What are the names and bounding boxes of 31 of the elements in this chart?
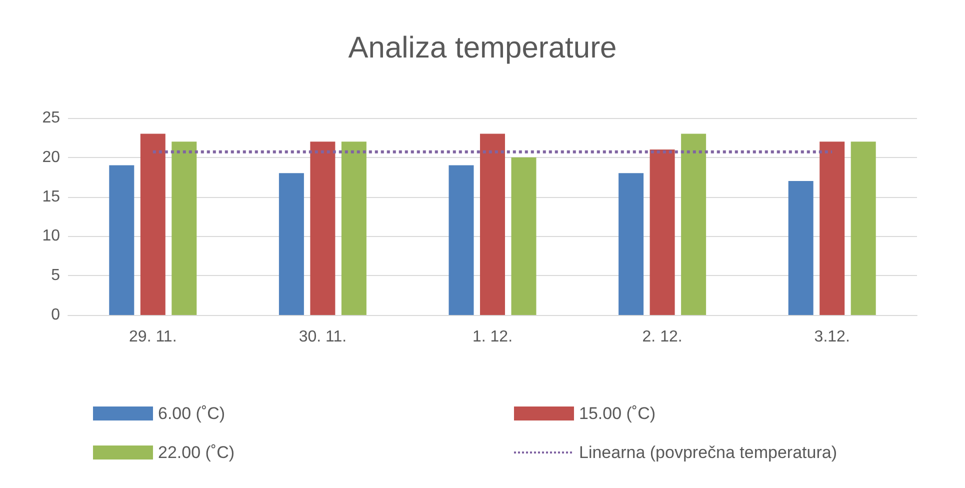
y-tick-label: 0 <box>51 306 60 324</box>
y-tick-label: 10 <box>42 228 60 245</box>
bar <box>140 134 166 315</box>
bar <box>850 142 876 315</box>
y-tick-label: 25 <box>42 110 60 126</box>
x-tick-label: 30. 11. <box>298 328 347 346</box>
bar <box>618 173 644 315</box>
bar <box>278 173 304 315</box>
y-tick-label: 20 <box>42 148 60 166</box>
bar <box>511 157 536 315</box>
legend-label: 15.00 (˚C) <box>579 404 656 423</box>
legend-label: 22.00 (˚C) <box>158 443 235 462</box>
bar <box>448 165 474 315</box>
bar <box>820 142 845 315</box>
chart-title: Analiza temperature <box>348 32 617 64</box>
legend-label: Linearna (povprečna temperatura) <box>579 443 837 462</box>
legend-label: 6.00 (˚C) <box>158 404 226 423</box>
y-tick-label: 5 <box>51 267 60 284</box>
bar <box>109 165 134 315</box>
x-tick-label: 29. 11. <box>129 328 177 346</box>
bar <box>341 142 366 315</box>
bar <box>172 142 197 315</box>
x-tick-label: 1. 12. <box>472 328 513 346</box>
bar <box>681 134 706 315</box>
x-tick-label: 2. 12. <box>642 328 682 346</box>
bar <box>480 134 505 315</box>
x-tick-label: 3.12. <box>814 328 850 346</box>
y-tick-label: 15 <box>42 188 60 206</box>
bar <box>650 150 675 315</box>
bar <box>788 181 814 315</box>
bar <box>310 142 336 315</box>
